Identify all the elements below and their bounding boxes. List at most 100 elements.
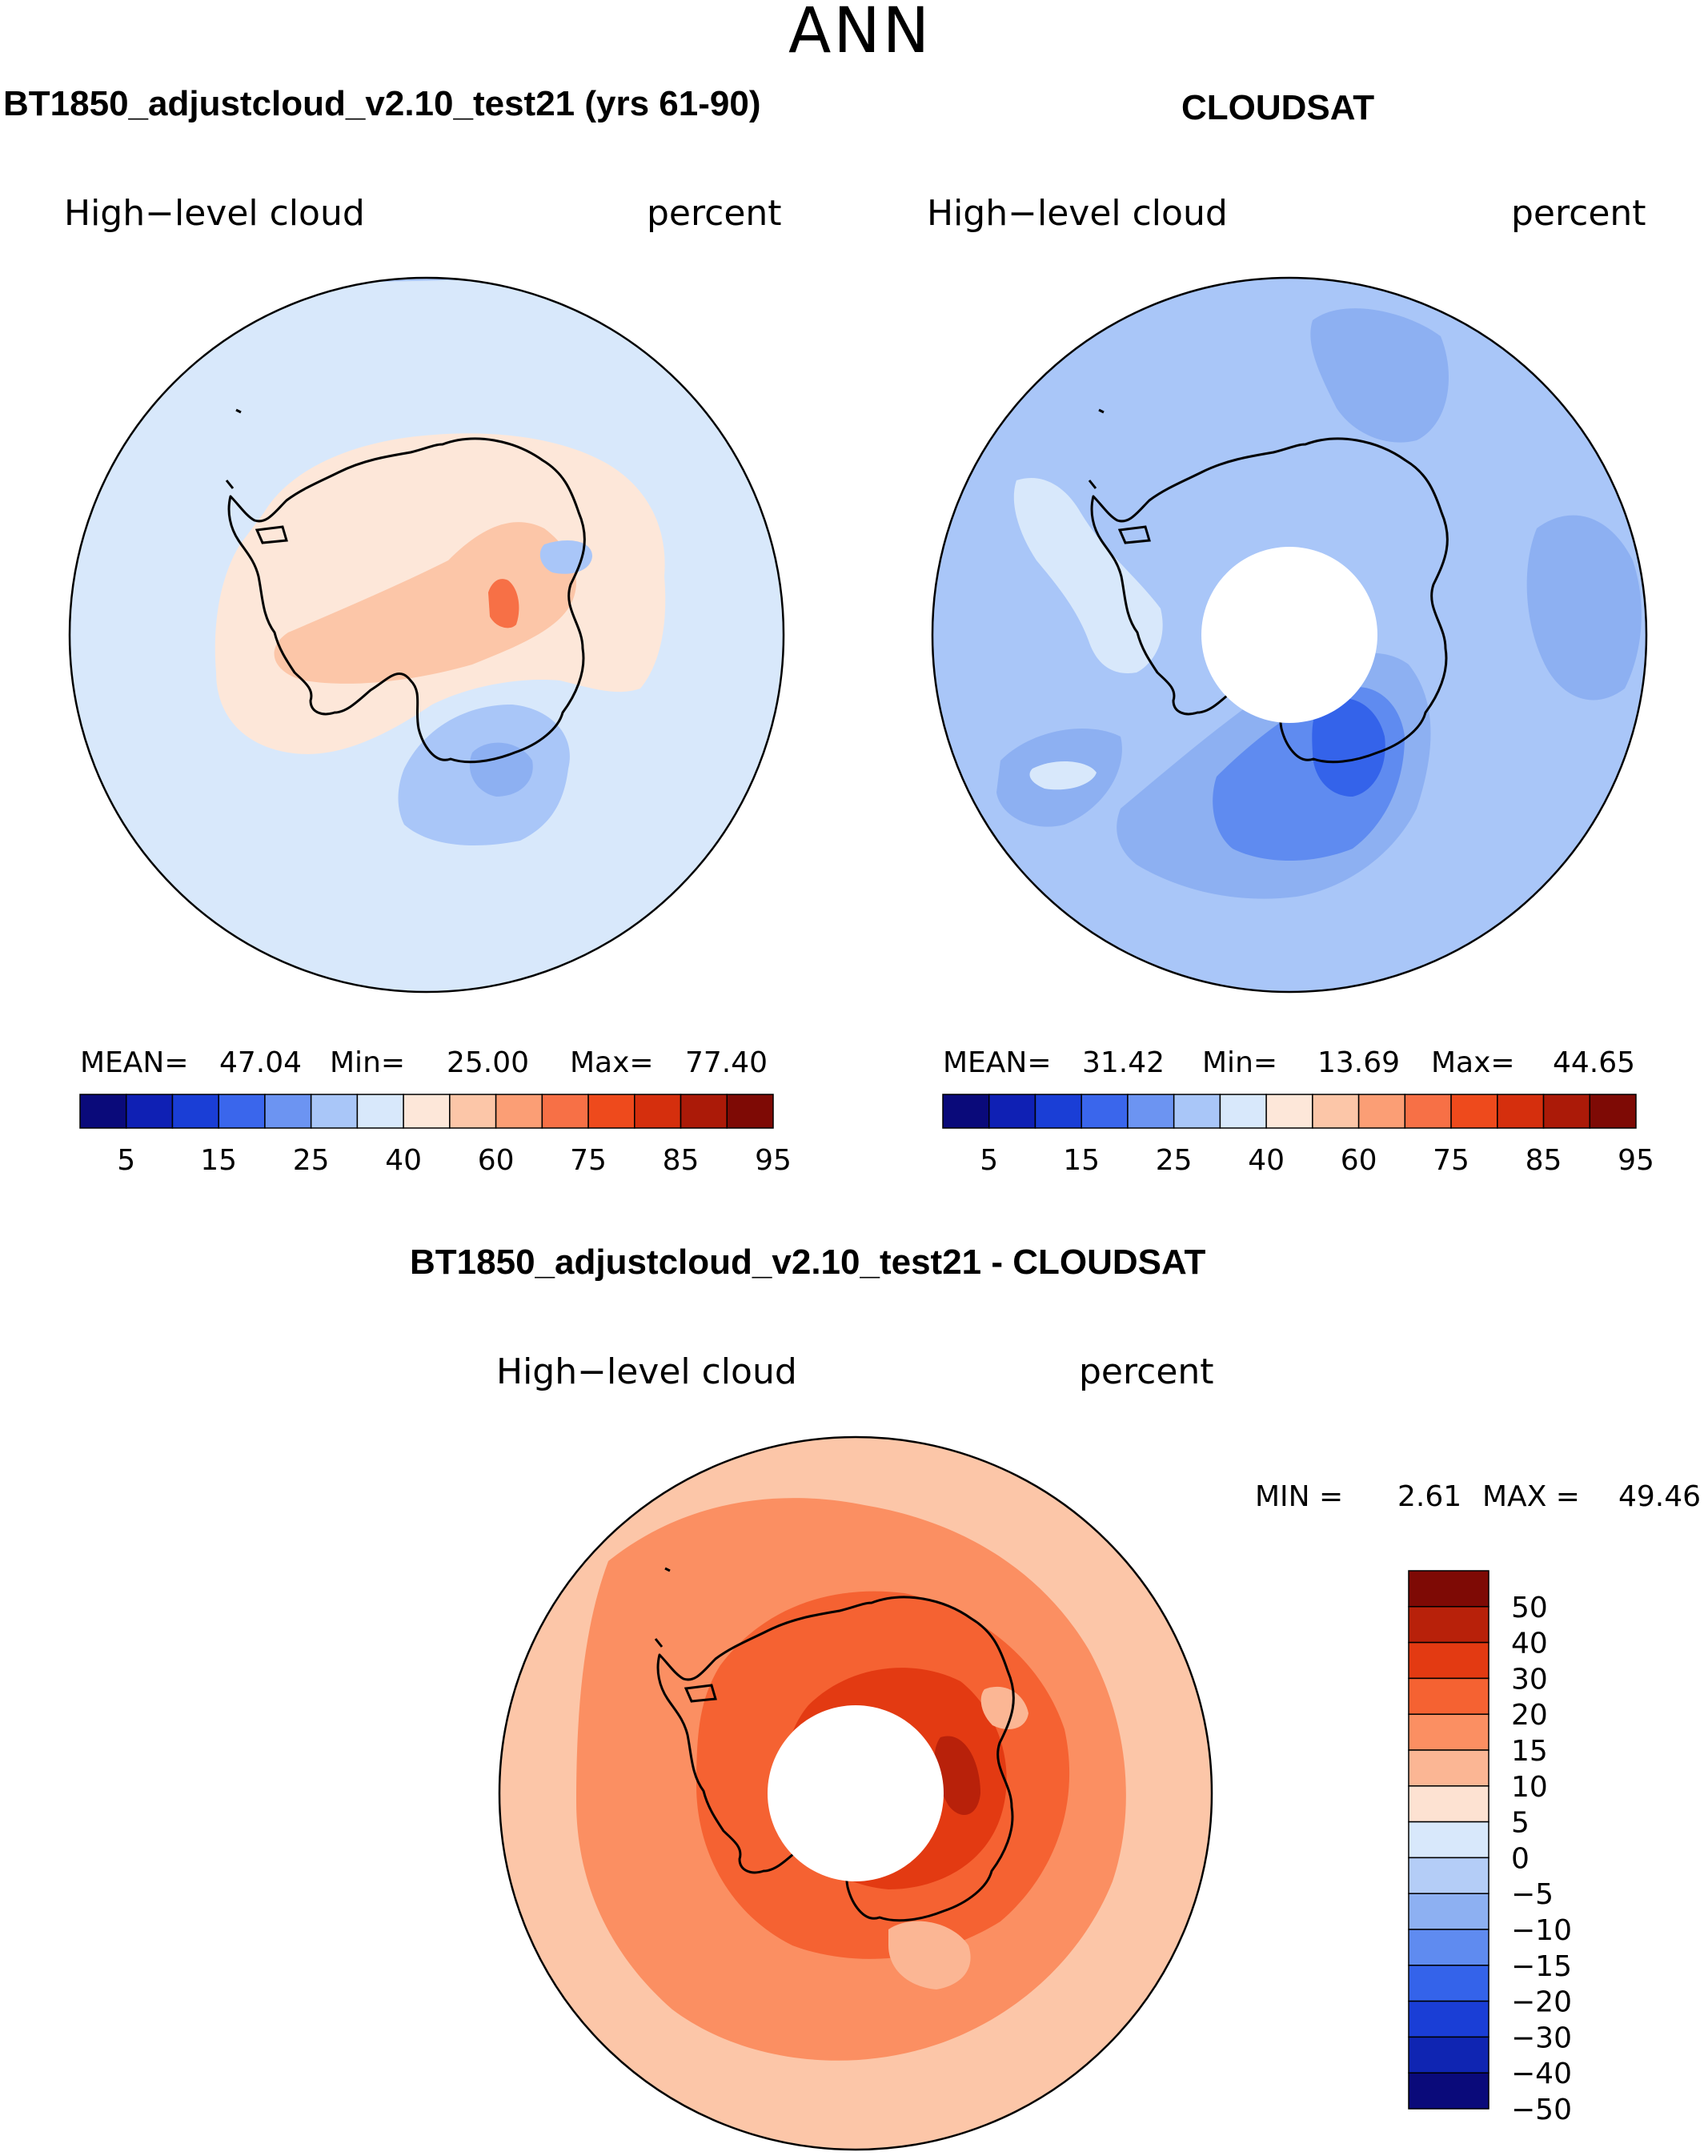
model-peak-region <box>488 579 519 628</box>
model-warmer-region <box>274 522 576 684</box>
diff-colorbar-tick-label: 50 <box>1511 1592 1548 1624</box>
model-mean-value: 47.04 <box>219 1046 303 1079</box>
obs-colorbar-swatch <box>1542 1094 1591 1129</box>
model-colorbar-tick-label: 85 <box>663 1144 700 1177</box>
diff-colorbar-tick-label: 30 <box>1511 1663 1548 1696</box>
model-colorbar-swatch <box>634 1094 682 1129</box>
model-colorbar-tick-label: 60 <box>478 1144 515 1177</box>
diff-colorbar-swatch <box>1408 1677 1489 1715</box>
model-map <box>68 276 785 994</box>
model-variable-label: High−level cloud <box>64 193 365 234</box>
obs-blue-region-north <box>1310 308 1449 443</box>
diff-colorbar-swatch <box>1408 1893 1489 1930</box>
model-map-border <box>68 276 785 994</box>
diff-colorbar-tick-label: 10 <box>1511 1771 1548 1804</box>
model-colorbar-swatch <box>171 1094 219 1129</box>
model-colorbar-swatch <box>79 1094 127 1129</box>
model-colorbar-swatch <box>125 1094 174 1129</box>
obs-panel-title: CLOUDSAT <box>1181 88 1375 127</box>
model-min-label: Min= <box>330 1046 406 1079</box>
diff-colorbar-swatch <box>1408 1570 1489 1608</box>
obs-colorbar-swatch <box>1173 1094 1221 1129</box>
diff-colorbar-tick-label: −20 <box>1511 1986 1572 2019</box>
model-colorbar-tick-label: 15 <box>200 1144 237 1177</box>
obs-colorbar-swatch <box>1081 1094 1129 1129</box>
diff-colorbar-swatch <box>1408 1929 1489 1966</box>
model-colorbar-tick-label: 75 <box>570 1144 607 1177</box>
diff-colorbar-tick-label: −10 <box>1511 1914 1572 1947</box>
diff-colorbar-tick-label: −50 <box>1511 2094 1572 2126</box>
obs-light-region <box>1013 477 1163 673</box>
model-colorbar-swatch <box>726 1094 774 1129</box>
diff-units-label: percent <box>1079 1351 1214 1392</box>
model-colorbar-swatch <box>356 1094 404 1129</box>
model-colorbar-tick-label: 5 <box>117 1144 135 1177</box>
obs-colorbar-swatch <box>1034 1094 1082 1129</box>
obs-colorbar-tick-label: 60 <box>1341 1144 1377 1177</box>
diff-colorbar-swatch <box>1408 1857 1489 1894</box>
model-max-label: Max= <box>570 1046 654 1079</box>
diff-colorbar-tick-label: −30 <box>1511 2022 1572 2054</box>
obs-map-border <box>931 276 1648 994</box>
obs-darkest-region <box>1312 698 1385 797</box>
model-min-value: 25.00 <box>447 1046 530 1079</box>
model-panel-title: BT1850_adjustcloud_v2.10_test21 (yrs 61-… <box>3 84 761 123</box>
model-colorbar-tick-label: 95 <box>755 1144 792 1177</box>
model-units-label: percent <box>647 193 782 234</box>
obs-units-label: percent <box>1511 193 1646 234</box>
diff-colorbar-swatch <box>1408 2000 1489 2038</box>
diff-colorbar-tick-label: −15 <box>1511 1950 1572 1983</box>
model-colorbar-tick-label: 40 <box>385 1144 422 1177</box>
diff-panel-title: BT1850_adjustcloud_v2.10_test21 - CLOUDS… <box>410 1243 1206 1282</box>
obs-light-region-west <box>1029 761 1097 790</box>
obs-colorbar-tick-label: 75 <box>1433 1144 1469 1177</box>
obs-colorbar-tick-label: 5 <box>980 1144 998 1177</box>
diff-peak-40 <box>934 1736 980 1815</box>
diff-missing-data-hole <box>768 1705 944 1881</box>
diff-colorbar-swatch <box>1408 1785 1489 1823</box>
obs-missing-data-hole <box>1201 547 1377 723</box>
obs-min-value: 13.69 <box>1317 1046 1401 1079</box>
obs-max-label: Max= <box>1431 1046 1515 1079</box>
diff-colorbar-swatch <box>1408 1606 1489 1644</box>
obs-min-label: Min= <box>1202 1046 1278 1079</box>
obs-colorbar-swatch <box>988 1094 1036 1129</box>
obs-colorbar-swatch <box>1497 1094 1545 1129</box>
model-max-value: 77.40 <box>685 1046 768 1079</box>
diff-colorbar-swatch <box>1408 1965 1489 2002</box>
obs-colorbar-swatch <box>1357 1094 1406 1129</box>
obs-blue-region-east <box>1526 515 1642 701</box>
obs-colorbar-tick-label: 95 <box>1618 1144 1654 1177</box>
model-colorbar-swatch <box>449 1094 497 1129</box>
diff-map <box>498 1435 1213 2151</box>
obs-colorbar-swatch <box>1265 1094 1313 1129</box>
diff-colorbar-tick-label: −5 <box>1511 1878 1554 1911</box>
obs-mean-label: MEAN= <box>943 1046 1052 1079</box>
diff-min-value: 2.61 <box>1397 1480 1462 1513</box>
model-colorbar-swatch <box>403 1094 451 1129</box>
model-colorbar-tick-label: 25 <box>293 1144 330 1177</box>
obs-colorbar-tick-label: 25 <box>1156 1144 1193 1177</box>
model-cool-region-core <box>469 742 533 797</box>
obs-map <box>931 276 1648 994</box>
obs-colorbar-swatch <box>1589 1094 1637 1129</box>
diff-max-label: MAX = <box>1482 1480 1580 1513</box>
diff-colorbar-swatch <box>1408 1821 1489 1859</box>
model-colorbar-swatch <box>587 1094 635 1129</box>
season-title: ANN <box>788 0 932 67</box>
diff-low-region-east <box>980 1686 1028 1729</box>
obs-colorbar-swatch <box>1450 1094 1498 1129</box>
diff-colorbar-tick-label: 40 <box>1511 1628 1548 1660</box>
diff-colorbar-tick-label: 20 <box>1511 1699 1548 1732</box>
model-colorbar-swatch <box>310 1094 359 1129</box>
obs-variable-label: High−level cloud <box>927 193 1228 234</box>
model-mean-label: MEAN= <box>80 1046 189 1079</box>
diff-colorbar-tick-label: 0 <box>1511 1842 1530 1875</box>
diff-variable-label: High−level cloud <box>496 1351 797 1392</box>
diff-colorbar-swatch <box>1408 1749 1489 1787</box>
obs-colorbar-tick-label: 15 <box>1063 1144 1100 1177</box>
model-colorbar-swatch <box>495 1094 543 1129</box>
obs-colorbar-tick-label: 85 <box>1526 1144 1562 1177</box>
diff-colorbar-tick-label: 15 <box>1511 1735 1548 1768</box>
